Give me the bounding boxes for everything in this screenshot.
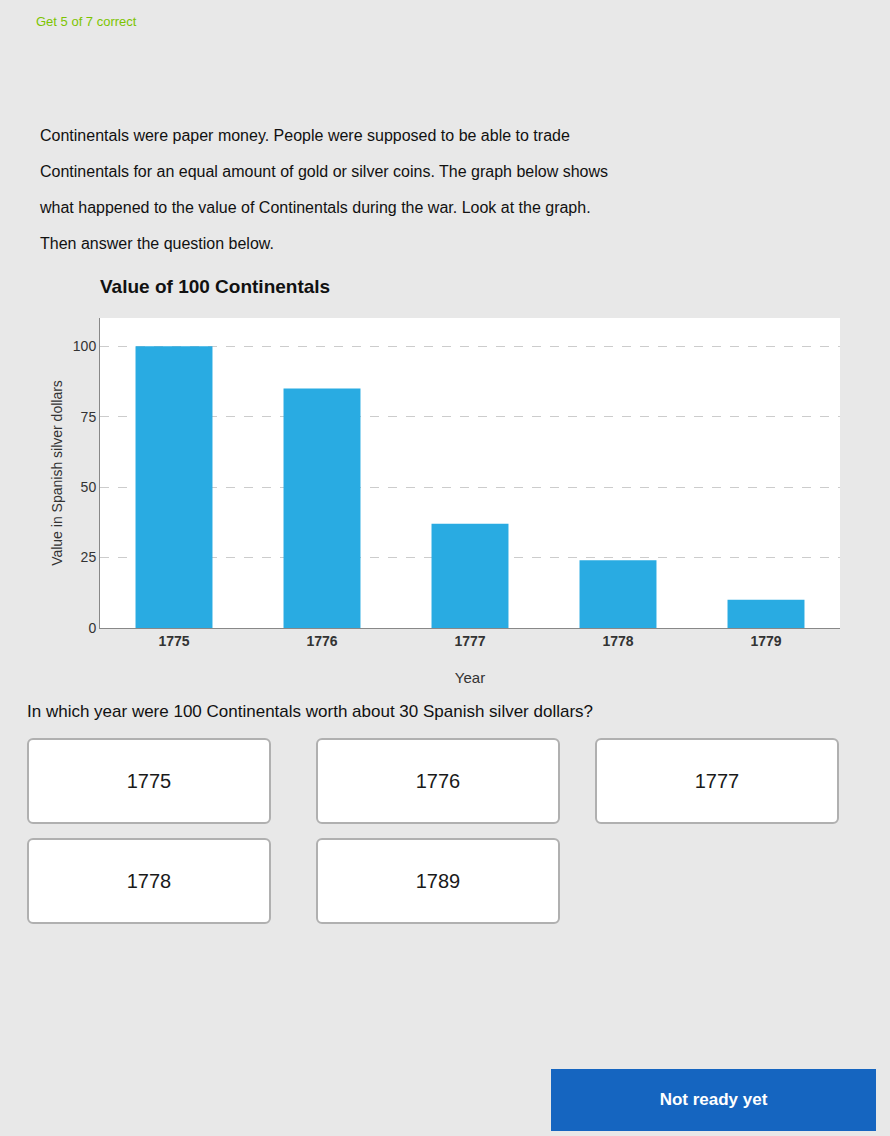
html-text:Continentals for an equal amou: Continentals for an equal amount of gold…	[40, 163, 608, 180]
svg-text:75: 75	[81, 409, 97, 425]
html-text:Get 5 of 7 correct: Get 5 of 7 correct	[36, 14, 137, 29]
html-text:Then answer the question below: Then answer the question below.	[40, 235, 274, 252]
html-text:1789: 1789	[415, 869, 461, 892]
svg-text:100: 100	[73, 338, 97, 354]
html-text:what happened to the value of: what happened to the value of Continenta…	[40, 199, 591, 216]
svg-text:1777: 1777	[454, 633, 485, 649]
html-text:1776: 1776	[415, 769, 461, 792]
svg-text:1778: 1778	[602, 633, 633, 649]
html-text:1777: 1777	[694, 769, 740, 792]
svg-text:1779: 1779	[750, 633, 781, 649]
html-text:Not ready yet: Not ready yet	[659, 1090, 768, 1109]
svg-text:Value in Spanish silver dollar: Value in Spanish silver dollars	[49, 380, 65, 566]
html-text:1775: 1775	[126, 769, 172, 792]
html-text:In which year were 100 Contine: In which year were 100 Continentals wort…	[27, 702, 593, 721]
svg-text:25: 25	[81, 549, 97, 565]
svg-text:1776: 1776	[306, 633, 337, 649]
svg-text:Value of 100 Continentals: Value of 100 Continentals	[100, 276, 330, 297]
html-text:Continentals were paper money.: Continentals were paper money. People we…	[40, 127, 570, 144]
svg-text:50: 50	[81, 479, 97, 495]
svg-text:1775: 1775	[158, 633, 189, 649]
svg-text:Year: Year	[455, 669, 485, 686]
html-text:1778: 1778	[126, 869, 172, 892]
svg-text:0: 0	[88, 620, 96, 636]
